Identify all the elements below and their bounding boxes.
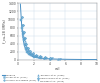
Point	[31, 55, 32, 56]
Point	[50, 57, 51, 59]
Point	[27, 47, 29, 48]
Point	[40, 57, 41, 58]
Point	[38, 57, 40, 58]
Point	[27, 49, 28, 50]
Point	[39, 56, 41, 57]
Point	[21, 17, 23, 18]
Point	[24, 43, 26, 44]
Point	[23, 39, 24, 40]
Point	[29, 53, 30, 54]
Point	[22, 29, 23, 31]
Point	[20, 20, 22, 21]
Y-axis label: f_cu,28 (MPa): f_cu,28 (MPa)	[3, 20, 7, 43]
Point	[45, 57, 46, 59]
Point	[21, 25, 23, 26]
Point	[21, 27, 23, 28]
Point	[36, 56, 37, 57]
Point	[44, 57, 46, 58]
Point	[43, 57, 45, 58]
Point	[28, 50, 29, 51]
Point	[50, 58, 51, 59]
Point	[23, 38, 25, 39]
Point	[43, 57, 45, 59]
Point	[24, 43, 26, 44]
Point	[28, 50, 29, 51]
Point	[29, 52, 30, 53]
Point	[40, 58, 42, 59]
Point	[36, 57, 38, 58]
Point	[24, 44, 26, 45]
Point	[23, 32, 25, 33]
X-axis label: w/l: w/l	[55, 67, 60, 71]
Point	[29, 50, 31, 52]
Point	[29, 52, 31, 54]
Point	[51, 58, 53, 59]
Point	[23, 35, 24, 37]
Point	[38, 56, 40, 58]
Point	[33, 56, 35, 57]
Point	[30, 52, 31, 54]
Point	[22, 33, 24, 35]
Point	[32, 54, 34, 56]
Point	[50, 58, 51, 59]
Point	[26, 43, 27, 44]
Point	[57, 58, 59, 59]
Point	[23, 39, 24, 41]
Point	[25, 48, 27, 50]
Point	[31, 54, 33, 55]
Point	[35, 55, 37, 56]
Point	[25, 45, 27, 46]
Point	[35, 55, 36, 56]
Point	[24, 38, 26, 39]
Point	[26, 47, 27, 48]
Legend: Trendline, Niyazi et al. (2011), Lorenco and Segura (2006), Jacobsen et al. (199: Trendline, Niyazi et al. (2011), Lorenco…	[2, 74, 70, 82]
Point	[22, 25, 23, 26]
Point	[22, 32, 24, 33]
Point	[27, 51, 28, 52]
Point	[24, 41, 25, 42]
Point	[32, 54, 33, 56]
Point	[35, 56, 36, 57]
Point	[32, 53, 34, 54]
Point	[26, 47, 27, 48]
Point	[22, 33, 23, 34]
Point	[59, 58, 61, 60]
